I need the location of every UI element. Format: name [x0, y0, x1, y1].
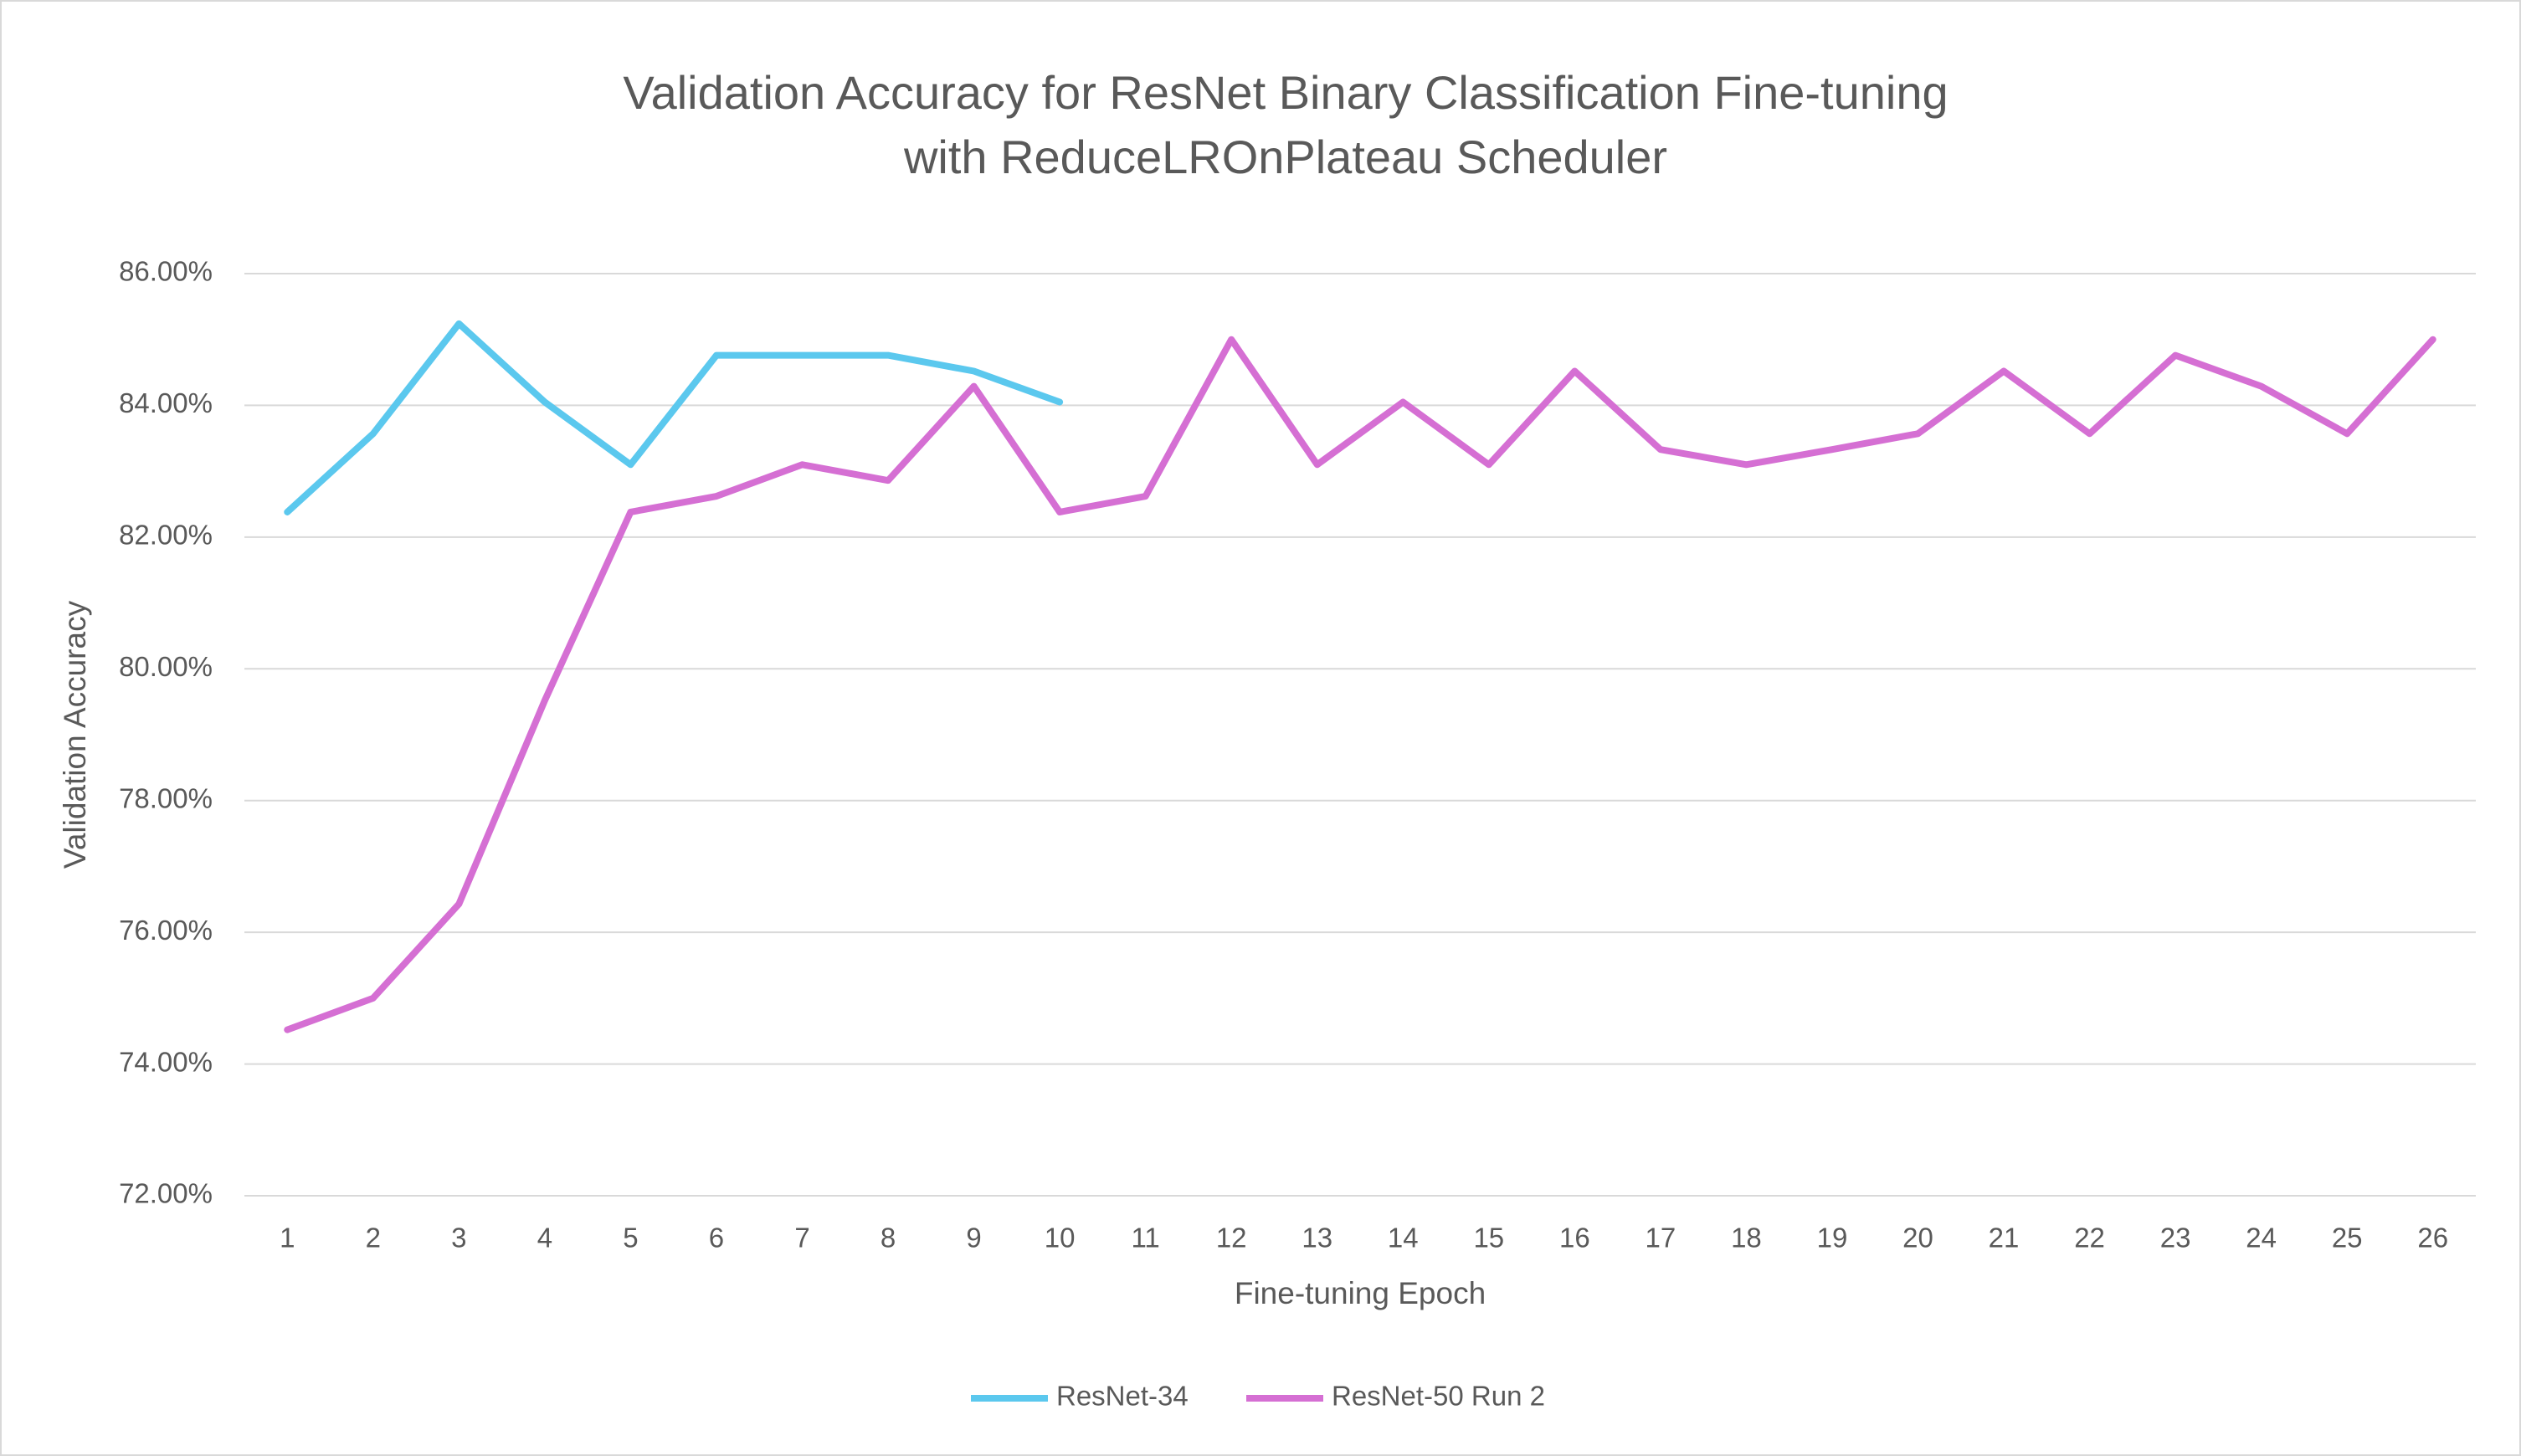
x-tick-label: 22	[2074, 1223, 2105, 1253]
x-tick-label: 2	[366, 1223, 381, 1253]
x-tick-label: 12	[1216, 1223, 1247, 1253]
x-tick-label: 24	[2246, 1223, 2277, 1253]
x-tick-label: 3	[451, 1223, 466, 1253]
x-tick-label: 10	[1045, 1223, 1076, 1253]
x-axis-title: Fine-tuning Epoch	[1235, 1276, 1486, 1310]
x-tick-label: 17	[1646, 1223, 1676, 1253]
chart-title: Validation Accuracy for ResNet Binary Cl…	[623, 66, 1948, 119]
x-tick-label: 26	[2417, 1223, 2448, 1253]
x-tick-label: 14	[1388, 1223, 1419, 1253]
x-tick-label: 11	[1132, 1223, 1160, 1253]
y-tick-label: 76.00%	[119, 915, 213, 946]
x-tick-label: 8	[881, 1223, 896, 1253]
legend-label: ResNet-34	[1056, 1381, 1189, 1412]
x-tick-label: 5	[623, 1223, 638, 1253]
x-tick-label: 21	[1989, 1223, 2020, 1253]
y-tick-label: 84.00%	[119, 387, 213, 418]
legend-label: ResNet-50 Run 2	[1332, 1381, 1545, 1412]
y-tick-label: 74.00%	[119, 1046, 213, 1077]
x-tick-label: 6	[709, 1223, 724, 1253]
chart-title: with ReduceLROnPlateau Scheduler	[903, 131, 1667, 183]
x-tick-label: 20	[1902, 1223, 1933, 1253]
x-tick-label: 15	[1473, 1223, 1504, 1253]
x-tick-label: 16	[1559, 1223, 1590, 1253]
x-tick-label: 1	[280, 1223, 295, 1253]
x-tick-label: 23	[2160, 1223, 2191, 1253]
y-tick-label: 86.00%	[119, 256, 213, 287]
x-tick-label: 4	[537, 1223, 552, 1253]
x-tick-label: 7	[794, 1223, 809, 1253]
y-axis-title: Validation Accuracy	[58, 600, 92, 869]
x-tick-label: 13	[1302, 1223, 1332, 1253]
y-tick-label: 78.00%	[119, 782, 213, 813]
y-tick-label: 82.00%	[119, 520, 213, 551]
y-tick-label: 72.00%	[119, 1178, 213, 1209]
y-tick-label: 80.00%	[119, 651, 213, 682]
x-tick-label: 25	[2332, 1223, 2363, 1253]
series-line	[284, 336, 2436, 1033]
x-tick-label: 9	[966, 1223, 981, 1253]
series-line	[284, 320, 1064, 515]
x-tick-label: 18	[1731, 1223, 1762, 1253]
x-tick-label: 19	[1817, 1223, 1848, 1253]
